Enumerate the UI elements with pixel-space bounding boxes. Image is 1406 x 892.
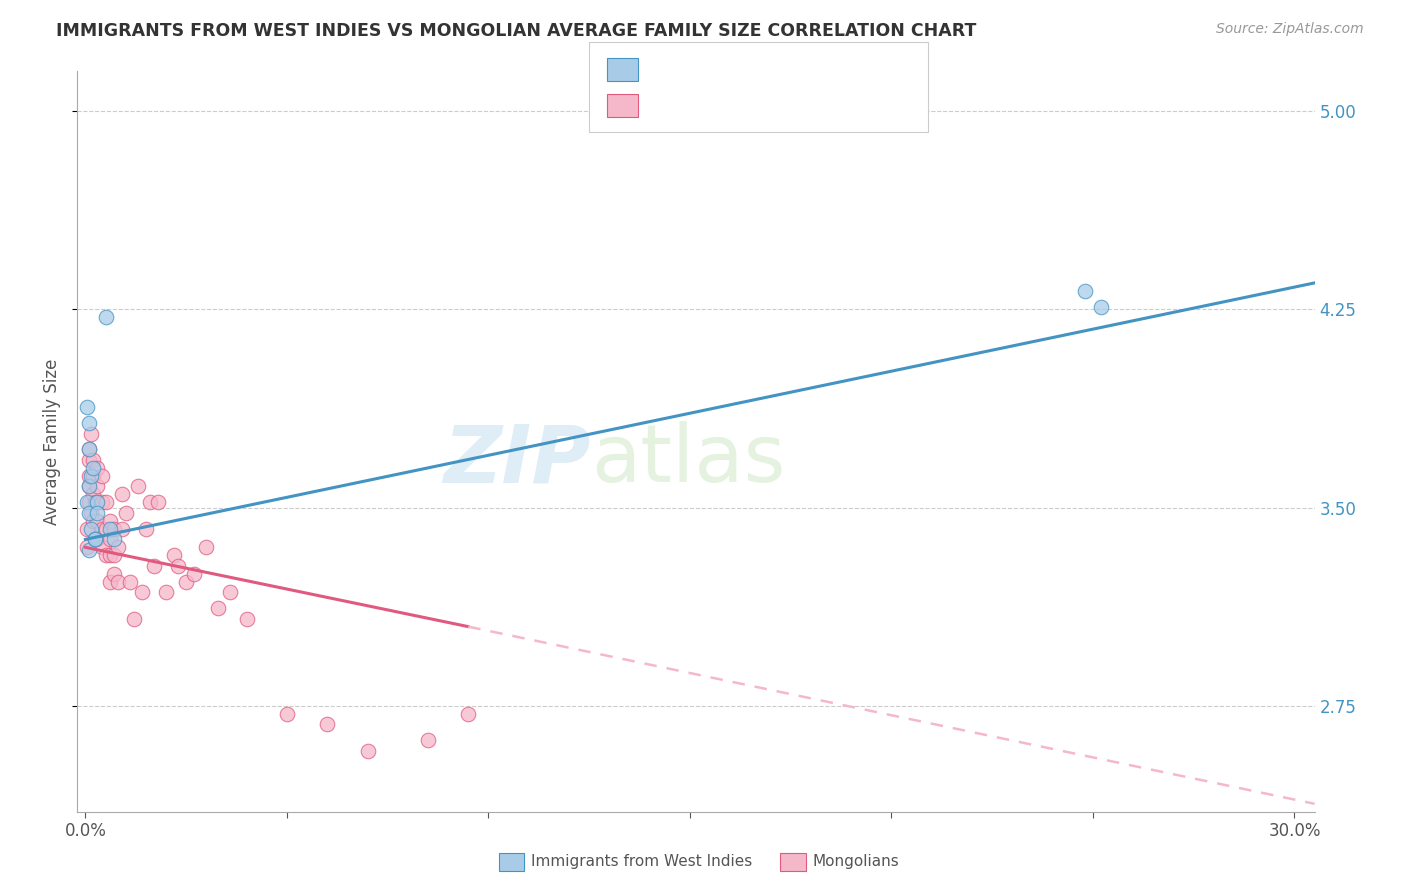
Point (76, 522, 98, 536)
Point (94, 522, 117, 536)
Point (80, 469, 103, 483)
Point (118, 574, 141, 589)
Text: ZIP: ZIP (443, 421, 591, 499)
Text: 60: 60 (808, 96, 831, 114)
Point (90, 522, 112, 536)
Point (139, 495, 162, 509)
Point (98, 548, 121, 562)
Point (1090, 300, 1112, 314)
Point (155, 585, 177, 599)
Point (79, 506, 101, 520)
Text: IMMIGRANTS FROM WEST INDIES VS MONGOLIAN AVERAGE FAMILY SIZE CORRELATION CHART: IMMIGRANTS FROM WEST INDIES VS MONGOLIAN… (56, 22, 977, 40)
Point (79, 495, 101, 509)
Point (82, 487, 104, 501)
Point (80, 506, 103, 520)
Point (86, 533, 108, 547)
Point (79, 453, 101, 467)
Point (135, 522, 157, 536)
Point (79, 416, 101, 430)
Text: 0.683: 0.683 (689, 57, 741, 75)
Point (276, 706, 298, 721)
Point (131, 585, 153, 599)
Point (207, 601, 229, 615)
Point (107, 574, 129, 589)
Point (86, 461, 108, 475)
Point (79, 469, 101, 483)
Text: -0.238: -0.238 (689, 96, 748, 114)
Text: Source: ZipAtlas.com: Source: ZipAtlas.com (1216, 22, 1364, 37)
Point (98, 522, 121, 536)
Point (103, 566, 125, 581)
Point (82, 453, 104, 467)
Point (111, 487, 134, 501)
Point (356, 744, 378, 758)
Point (90, 541, 112, 555)
Point (86, 495, 108, 509)
Point (82, 514, 104, 528)
Text: atlas: atlas (591, 421, 785, 499)
Y-axis label: Average Family Size: Average Family Size (44, 359, 62, 524)
Point (79, 543, 101, 558)
Point (86, 479, 108, 493)
Text: R =: R = (647, 57, 683, 75)
Point (94, 495, 117, 509)
Point (86, 495, 108, 509)
Point (82, 461, 104, 475)
Point (84, 495, 107, 509)
Point (94, 310, 117, 325)
Point (127, 479, 149, 493)
Point (76, 495, 98, 509)
Text: Mongolians: Mongolians (813, 855, 900, 869)
Point (142, 558, 165, 573)
Text: Immigrants from West Indies: Immigrants from West Indies (531, 855, 752, 869)
Text: R =: R = (647, 96, 683, 114)
Point (103, 533, 125, 547)
Point (82, 469, 104, 483)
Point (94, 548, 117, 562)
Point (146, 495, 169, 509)
Point (163, 548, 186, 562)
Point (183, 566, 205, 581)
Point (86, 514, 108, 528)
Point (90, 495, 112, 509)
Point (114, 506, 136, 520)
Point (174, 574, 197, 589)
Point (167, 558, 190, 573)
Point (86, 506, 108, 520)
Point (107, 541, 129, 555)
Point (79, 479, 101, 493)
Point (79, 479, 101, 493)
Point (90, 469, 112, 483)
Point (103, 548, 125, 562)
Point (316, 717, 339, 731)
Text: 19: 19 (808, 57, 831, 75)
Point (235, 612, 257, 626)
Point (80, 522, 103, 536)
Point (103, 522, 125, 536)
Point (76, 541, 98, 555)
Point (80, 426, 103, 441)
Point (195, 541, 218, 555)
Point (98, 514, 121, 528)
Point (219, 585, 242, 599)
Point (98, 574, 121, 589)
Point (122, 612, 145, 626)
Point (1074, 284, 1097, 298)
Point (79, 442, 101, 457)
Point (457, 706, 479, 721)
Point (79, 442, 101, 457)
Point (76, 400, 98, 414)
Point (84, 533, 107, 547)
Point (416, 733, 439, 747)
Text: N =: N = (766, 96, 803, 114)
Point (111, 522, 134, 536)
Point (98, 533, 121, 547)
Text: N =: N = (766, 57, 803, 75)
Point (84, 533, 107, 547)
